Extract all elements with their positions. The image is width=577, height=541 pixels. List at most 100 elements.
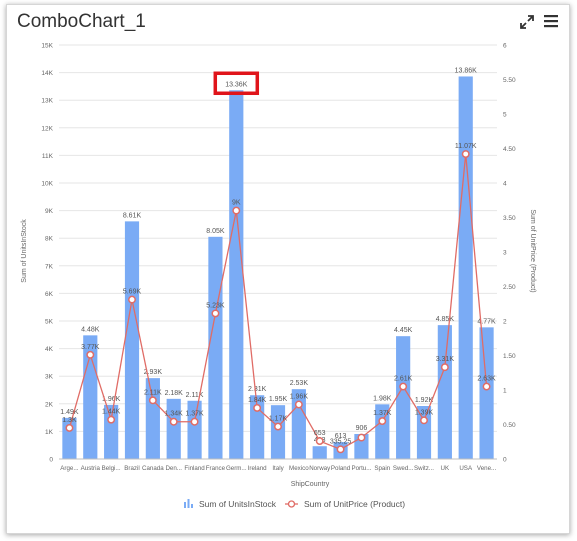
bar-data-label: 2.31K — [248, 386, 267, 393]
line-data-label: 2.11K — [144, 389, 162, 396]
y2-tick-label: 1.50 — [503, 353, 516, 360]
x-tick-label: Swed... — [393, 465, 414, 472]
y2-tick-label: 0 — [503, 457, 507, 464]
menu-icon[interactable] — [543, 13, 559, 29]
x-tick-label: Vene... — [477, 465, 497, 472]
line-point[interactable] — [399, 382, 408, 391]
bar[interactable] — [166, 398, 181, 459]
y2-tick-label: 6 — [503, 43, 507, 50]
y-tick-label: 5K — [45, 319, 54, 326]
line-point[interactable] — [65, 424, 74, 432]
bar-data-label: 4.77K — [477, 318, 496, 325]
bar[interactable] — [458, 76, 473, 460]
x-tick-label: UK — [441, 465, 450, 472]
x-tick-label: Finland — [184, 465, 205, 472]
line-point[interactable] — [357, 433, 366, 442]
y2-tick-label: 3.50 — [503, 215, 516, 222]
y2-tick-label: 1 — [503, 388, 507, 395]
legend-label-bars: Sum of UnitsInStock — [199, 499, 277, 509]
expand-icon[interactable] — [519, 14, 535, 30]
bar-data-labels: 1.49K 4.48K 1.96K 8.61K 2.93K 2.18K 2.11K 8.05K… — [60, 67, 496, 444]
line-data-label: 3.31K — [436, 356, 455, 363]
y-tick-label: 9K — [45, 208, 54, 215]
line-point[interactable] — [294, 400, 303, 409]
x-tick-label: USA — [459, 465, 473, 472]
legend-item-bars[interactable]: Sum of UnitsInStock — [184, 499, 277, 509]
bar[interactable] — [208, 236, 223, 459]
x-tick-label: Poland — [331, 465, 351, 472]
y-tick-label: 13K — [41, 98, 53, 105]
x-tick-label: Germ... — [226, 465, 247, 472]
line-point[interactable] — [420, 416, 428, 425]
bar-data-label: 4.48K — [81, 326, 100, 333]
line-point[interactable] — [253, 403, 262, 412]
line-point[interactable] — [128, 295, 136, 304]
y2-axis-title: Sum of UnitPrice (Product) — [529, 209, 536, 292]
line-point[interactable] — [148, 396, 157, 405]
line-data-label: 1.17K — [269, 416, 288, 423]
line-point[interactable] — [378, 417, 387, 425]
bar-data-label: 2.93K — [144, 369, 163, 376]
y2-tick-label: 0.50 — [503, 422, 516, 429]
line-point[interactable] — [190, 417, 199, 426]
line-point[interactable] — [274, 422, 282, 431]
line-point[interactable] — [232, 206, 241, 215]
legend-item-line[interactable]: Sum of UnitPrice (Product) — [285, 499, 405, 509]
bar[interactable] — [291, 389, 306, 459]
line-data-label: 3.77K — [81, 344, 100, 351]
bar-data-label: 8.61K — [123, 212, 142, 219]
y-tick-label: 4K — [45, 346, 54, 353]
line-point[interactable] — [169, 417, 178, 426]
y-tick-label: 2K — [45, 401, 54, 408]
bar[interactable] — [479, 327, 494, 459]
line-data-label: 1.37K — [373, 410, 392, 417]
line-point[interactable] — [461, 150, 470, 158]
bar-data-label: 2.53K — [290, 380, 309, 387]
y-tick-label: 14K — [41, 70, 53, 77]
line-data-label: 11.07K — [455, 143, 477, 150]
y2-tick-label: 2.50 — [503, 284, 516, 291]
y-tick-label: 3K — [45, 374, 54, 381]
bar-data-label: 906 — [356, 425, 368, 432]
highlight-box — [213, 71, 260, 96]
bar[interactable] — [187, 400, 202, 459]
x-axis-title: ShipCountry — [291, 481, 330, 488]
x-tick-label: Ireland — [248, 465, 267, 472]
y2-tick-label: 4 — [503, 181, 507, 188]
bar[interactable] — [229, 90, 244, 459]
line-data-label: 1.84K — [248, 397, 267, 404]
bar[interactable] — [270, 405, 286, 459]
x-tick-label: Austria — [81, 465, 101, 472]
y-tick-label: 6K — [45, 291, 54, 298]
x-tick-label: Italy — [272, 465, 284, 472]
bar[interactable] — [145, 378, 160, 459]
bar[interactable] — [437, 325, 452, 459]
x-tick-label: Portu... — [351, 465, 371, 472]
line-point[interactable] — [86, 350, 95, 359]
y-tick-label: 0 — [49, 457, 53, 464]
y2-tick-label: 2 — [503, 319, 507, 326]
bar[interactable] — [396, 336, 411, 459]
line-point[interactable] — [211, 309, 220, 318]
line-point[interactable] — [482, 382, 491, 391]
y-tick-label: 7K — [45, 263, 54, 270]
line-data-label: 9K — [232, 200, 241, 207]
line-point[interactable] — [107, 415, 116, 424]
bar-data-label: 1.49K — [60, 409, 79, 416]
bar[interactable] — [312, 446, 327, 459]
line-data-label: 1.44K — [102, 409, 121, 416]
y-tick-label: 8K — [45, 236, 54, 243]
line-point[interactable] — [315, 437, 324, 446]
bar-data-label: 8.05K — [206, 228, 225, 235]
legend-bar-icon — [184, 502, 186, 508]
line-point[interactable] — [440, 363, 449, 372]
x-tick-label: Mexico — [289, 465, 309, 472]
bar-data-label: 1.96K — [102, 396, 121, 403]
bar-data-label: 1.95K — [269, 396, 288, 403]
y-tick-label: 12K — [41, 125, 53, 132]
y2-tick-label: 3 — [503, 250, 507, 257]
line-point[interactable] — [336, 445, 345, 454]
bar[interactable] — [375, 404, 390, 459]
bar[interactable] — [124, 221, 140, 459]
line-data-label: 335.25 — [330, 438, 352, 445]
